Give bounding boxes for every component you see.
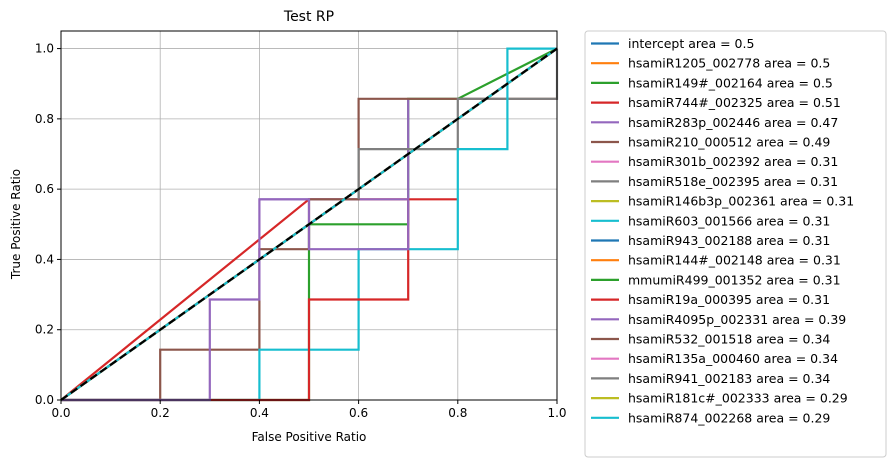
series-lines <box>60 47 559 402</box>
plot-frame <box>60 30 558 401</box>
legend-label: hsamiR19a_000395 area = 0.31 <box>628 292 830 307</box>
legend-label: intercept area = 0.5 <box>628 36 754 51</box>
legend-label: hsamiR144#_002148 area = 0.31 <box>628 253 841 268</box>
chart-title: Test RP <box>283 9 334 25</box>
x-tick-label: 0.4 <box>250 406 269 420</box>
reference-dashed-line <box>60 47 558 401</box>
legend-label: hsamiR1205_002778 area = 0.5 <box>628 56 830 71</box>
legend-label: hsamiR941_002183 area = 0.34 <box>628 371 830 386</box>
legend-label: hsamiR603_001566 area = 0.31 <box>628 213 830 228</box>
x-axis-label: False Positive Ratio <box>252 430 367 444</box>
series-line-15 <box>61 198 410 402</box>
axes: 0.0 0.2 0.4 0.6 0.8 1.0 0.0 0.2 0.4 0.6 0.8 1.0 <box>35 30 567 420</box>
y-tick-label: 0.8 <box>35 112 54 126</box>
legend-label: mmumiR499_001352 area = 0.31 <box>628 272 841 287</box>
legend-label: hsamiR283p_002446 area = 0.47 <box>628 115 838 130</box>
legend-label: hsamiR943_002188 area = 0.31 <box>628 233 830 248</box>
x-tick-label: 0.2 <box>151 406 170 420</box>
x-tick-label: 0.6 <box>349 406 368 420</box>
x-tick-label: 1.0 <box>547 406 566 420</box>
legend-label: hsamiR874_002268 area = 0.29 <box>628 410 830 425</box>
legend-label: hsamiR744#_002325 area = 0.51 <box>628 95 841 110</box>
legend-label: hsamiR518e_002395 area = 0.31 <box>628 174 838 189</box>
y-tick-label: 0.2 <box>35 323 54 337</box>
y-axis-label: True Positive Ratio <box>9 169 23 280</box>
y-tick-label: 1.0 <box>35 42 54 56</box>
legend-label: hsamiR146b3p_002361 area = 0.31 <box>628 194 854 209</box>
legend-box <box>584 30 887 458</box>
legend-label: hsamiR4095p_002331 area = 0.39 <box>628 312 846 327</box>
legend-label: hsamiR532_001518 area = 0.34 <box>628 332 830 347</box>
legend-label: hsamiR135a_000460 area = 0.34 <box>628 351 838 366</box>
legend: intercept area = 0.5 hsamiR1205_002778 ar… <box>584 30 887 458</box>
x-tick-label: 0.0 <box>51 406 70 420</box>
y-tick-label: 0.4 <box>35 252 54 266</box>
legend-label: hsamiR149#_002164 area = 0.5 <box>628 75 833 90</box>
legend-label: hsamiR301b_002392 area = 0.31 <box>628 154 838 169</box>
legend-label: hsamiR181c#_002333 area = 0.29 <box>628 391 848 406</box>
y-tick-label: 0.0 <box>35 393 54 407</box>
legend-label: hsamiR210_000512 area = 0.49 <box>628 135 830 150</box>
x-tick-label: 0.8 <box>448 406 467 420</box>
y-tick-label: 0.6 <box>35 182 54 196</box>
